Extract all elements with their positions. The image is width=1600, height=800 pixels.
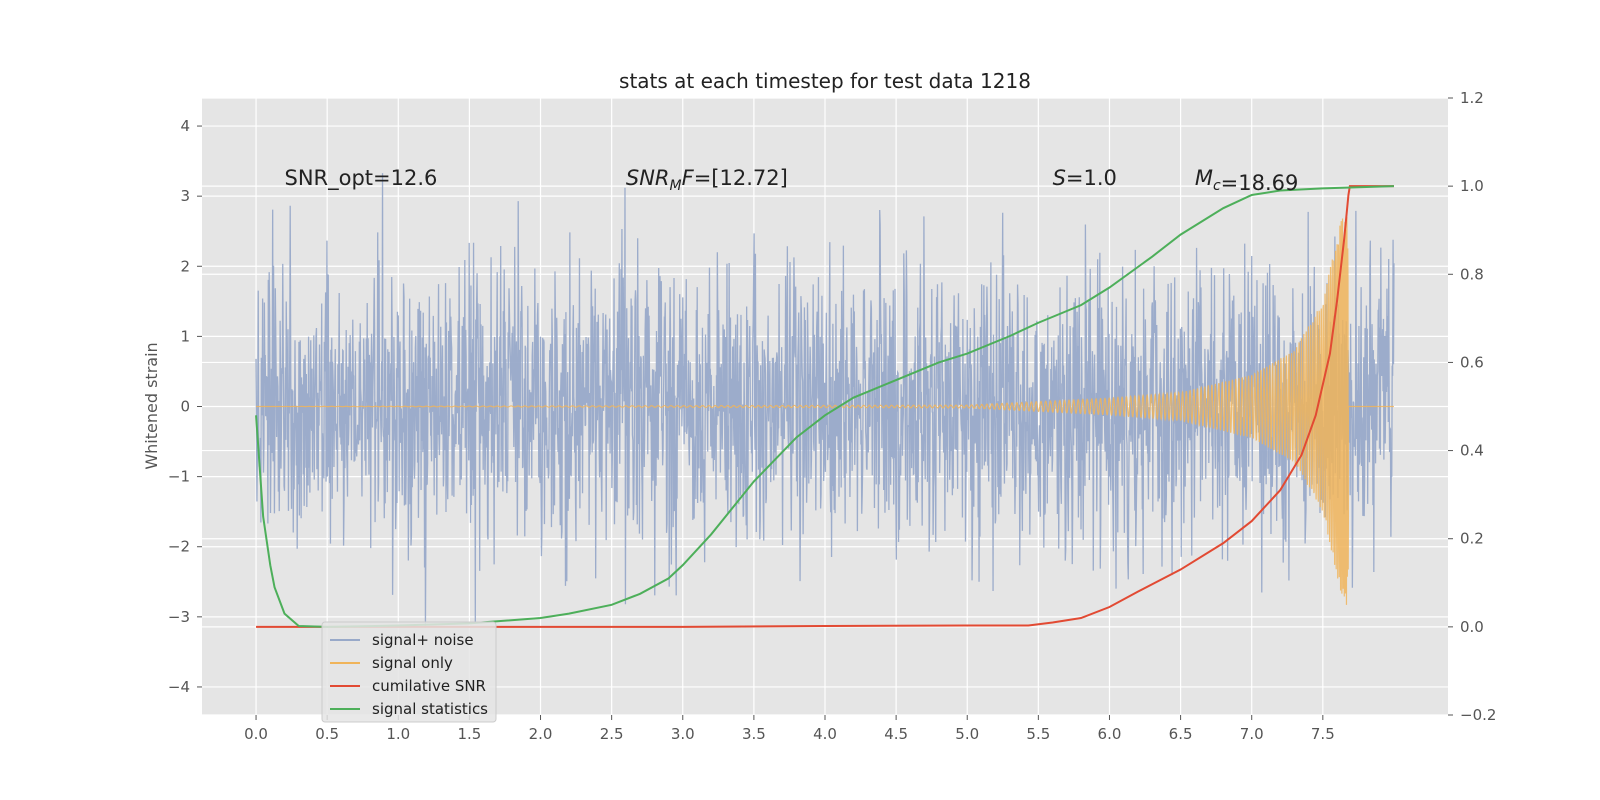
y-axis-label: Whitened strain bbox=[142, 342, 161, 469]
y2-tick-label: 0.0 bbox=[1460, 618, 1484, 636]
legend: signal+ noise signal only cumilative SNR si… bbox=[321, 621, 497, 723]
legend-label: signal only bbox=[372, 654, 453, 672]
x-tick-label: 4.0 bbox=[813, 725, 837, 743]
y2-axis-ticks: −0.2 0.0 0.2 0.4 0.6 0.8 1.0 1.2 bbox=[1448, 89, 1496, 724]
x-tick-label: 4.5 bbox=[884, 725, 908, 743]
y-tick-label: −4 bbox=[168, 678, 190, 696]
y-tick-label: 0 bbox=[180, 398, 190, 416]
y2-tick-label: 0.8 bbox=[1460, 265, 1484, 283]
legend-label: cumilative SNR bbox=[372, 677, 486, 695]
x-tick-label: 0.0 bbox=[244, 725, 268, 743]
y-axis-ticks: −4 −3 −2 −1 0 1 2 3 4 bbox=[168, 117, 202, 696]
x-tick-label: 7.0 bbox=[1240, 725, 1264, 743]
y-tick-label: 4 bbox=[180, 117, 190, 135]
signal-noise-line bbox=[255, 173, 1395, 629]
x-tick-label: 0.5 bbox=[315, 725, 339, 743]
x-tick-label: 2.0 bbox=[529, 725, 553, 743]
y-tick-label: −2 bbox=[168, 538, 190, 556]
x-tick-label: 2.5 bbox=[600, 725, 624, 743]
x-tick-label: 5.0 bbox=[955, 725, 979, 743]
signal-only-series bbox=[256, 217, 1394, 605]
signal-noise-series bbox=[255, 173, 1395, 629]
chart-title: stats at each timestep for test data 121… bbox=[619, 69, 1031, 93]
y2-tick-label: 1.2 bbox=[1460, 89, 1484, 107]
signal-statistics-line bbox=[255, 185, 1394, 628]
statistic-curves bbox=[255, 185, 1394, 628]
legend-label: signal statistics bbox=[372, 700, 488, 718]
y-tick-label: 2 bbox=[180, 257, 190, 275]
y2-tick-label: 0.2 bbox=[1460, 530, 1484, 548]
signal-only-line bbox=[256, 217, 1394, 605]
y-tick-label: −1 bbox=[168, 468, 190, 486]
annotation-text: Mc=18.69 bbox=[1195, 166, 1299, 195]
x-tick-label: 1.0 bbox=[386, 725, 410, 743]
annotation-text: S=1.0 bbox=[1053, 166, 1117, 190]
annotations: SNR_opt=12.6 SNRMF=[12.72] S=1.0 Mc=18.69 bbox=[284, 166, 1298, 195]
y2-tick-label: 0.6 bbox=[1460, 353, 1484, 371]
legend-label: signal+ noise bbox=[372, 631, 474, 649]
annotation-text: SNRMF=[12.72] bbox=[626, 166, 788, 194]
x-tick-label: 7.5 bbox=[1311, 725, 1335, 743]
x-tick-label: 1.5 bbox=[457, 725, 481, 743]
x-tick-label: 3.5 bbox=[742, 725, 766, 743]
y2-tick-label: 1.0 bbox=[1460, 177, 1484, 195]
x-tick-label: 6.5 bbox=[1169, 725, 1193, 743]
x-tick-label: 3.0 bbox=[671, 725, 695, 743]
y2-tick-label: −0.2 bbox=[1460, 706, 1496, 724]
x-tick-label: 5.5 bbox=[1026, 725, 1050, 743]
y-tick-label: 3 bbox=[180, 187, 190, 205]
x-tick-label: 6.0 bbox=[1098, 725, 1122, 743]
y-tick-label: 1 bbox=[180, 327, 190, 345]
y2-tick-label: 0.4 bbox=[1460, 442, 1484, 460]
cumulative-snr-line bbox=[256, 185, 1394, 628]
legend-box bbox=[321, 621, 497, 723]
y-tick-label: −3 bbox=[168, 608, 190, 626]
annotation-text: SNR_opt=12.6 bbox=[284, 166, 437, 191]
x-axis-ticks: 0.0 0.5 1.0 1.5 2.0 2.5 3.0 3.5 4.0 4.5 5.0 5.5 6.0 6… bbox=[244, 715, 1335, 743]
